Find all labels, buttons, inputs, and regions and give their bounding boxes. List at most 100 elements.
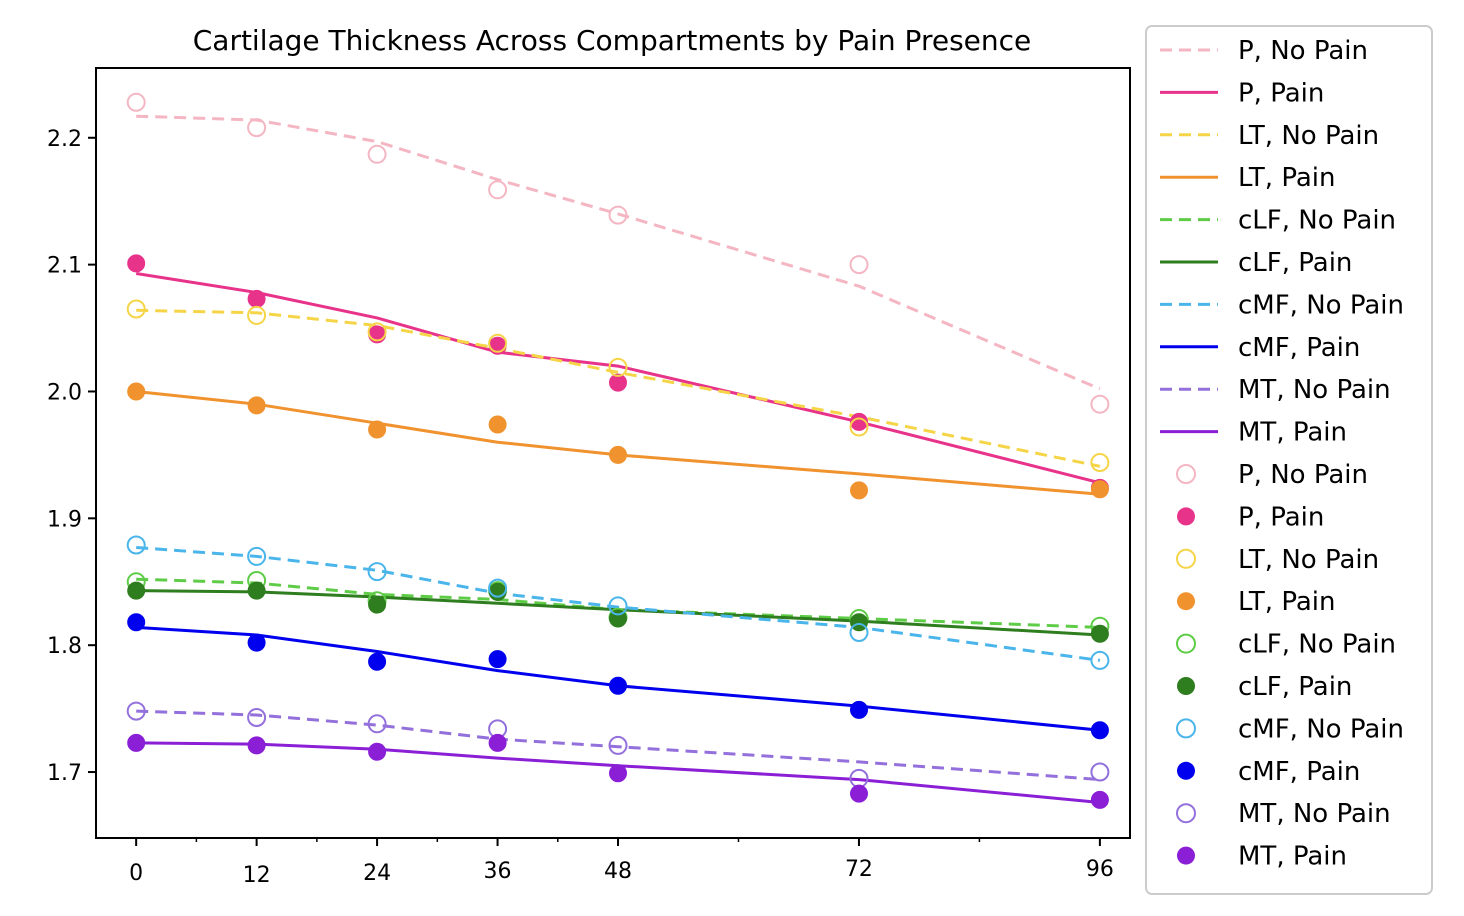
point-p-no-pain-x48 [608,205,628,225]
point-lt-pain-x24 [368,420,387,439]
point-cmf-pain-x96 [1090,721,1109,740]
point-mt-pain-x48 [609,764,627,783]
point-p-no-pain-x0 [126,92,146,112]
legend-marker-swatch-cmf-pain [1177,761,1195,780]
point-cmf-no-pain-x48 [608,596,628,616]
legend-marker-swatch-clf-pain [1177,677,1195,695]
point-cmf-no-pain-x24 [367,562,387,582]
legend-marker-swatch-cmf-no-pain [1176,718,1196,739]
point-p-no-pain-x36 [488,180,508,200]
legend-line-label-cmf-pain: cMF, Pain [1238,333,1360,363]
point-cmf-pain-x12 [247,633,266,652]
point-mt-no-pain-x24 [367,714,387,734]
point-clf-pain-x0 [127,581,146,600]
legend-marker-swatch-p-no-pain [1176,464,1196,484]
point-mt-no-pain-x96 [1090,762,1110,782]
point-cmf-no-pain-x72 [849,623,869,642]
legend-line-label-mt-pain: MT, Pain [1238,418,1347,448]
point-cmf-no-pain-x12 [247,546,267,566]
plot-frame [95,67,1131,839]
point-lt-pain-x96 [1090,480,1109,499]
legend-line-label-cmf-no-pain: cMF, No Pain [1238,290,1404,320]
chart-title: Cartilage Thickness Across Compartments … [193,24,1032,57]
legend: P, No Pain P, Pain LT, No Pain LT, Pain cLF,… [1145,25,1433,895]
x-tick-label-48: 48 [604,859,632,884]
point-cmf-pain-x48 [609,676,627,695]
point-cmf-pain-x24 [368,652,387,671]
point-p-no-pain-x96 [1090,394,1110,414]
point-p-pain-x48 [609,373,627,392]
point-mt-pain-x72 [850,784,868,803]
point-cmf-pain-x0 [127,613,146,632]
legend-frame [1145,25,1433,895]
point-lt-pain-x72 [850,481,868,500]
y-tick-label-2.2: 2.2 [47,127,82,152]
x-tick-label-12: 12 [243,863,271,888]
point-lt-no-pain-x96 [1090,453,1110,472]
legend-line-label-p-pain: P, Pain [1238,78,1324,108]
point-lt-no-pain-x12 [247,305,267,325]
point-cmf-pain-x72 [850,700,868,719]
point-lt-no-pain-x48 [608,357,628,377]
legend-marker-label-mt-pain: MT, Pain [1238,842,1347,872]
legend-line-label-p-no-pain: P, No Pain [1238,36,1368,66]
legend-marker-label-p-no-pain: P, No Pain [1238,460,1368,490]
point-mt-pain-x12 [247,736,266,755]
point-lt-pain-x12 [247,396,266,415]
legend-marker-swatch-lt-no-pain [1176,548,1196,569]
legend-marker-label-cmf-pain: cMF, Pain [1238,757,1360,787]
point-lt-no-pain-x72 [849,417,869,437]
point-mt-pain-x24 [368,742,387,761]
data-points [126,92,1110,809]
legend-marker-label-mt-no-pain: MT, No Pain [1238,799,1391,829]
point-mt-pain-x96 [1090,790,1109,809]
point-p-pain-x0 [127,254,146,273]
legend-line-label-mt-no-pain: MT, No Pain [1238,375,1391,405]
legend-marker-swatch-mt-pain [1177,846,1195,865]
legend-marker-label-lt-no-pain: LT, No Pain [1238,545,1379,575]
legend-marker-swatch-lt-pain [1177,592,1195,611]
point-cmf-pain-x36 [488,650,507,669]
axes: 1.7 1.8 1.9 2.0 2.1 2.2 0 12 24 36 48 72 96 [47,127,1114,888]
x-tick-label-96: 96 [1086,857,1114,882]
point-p-no-pain-x24 [367,144,387,164]
y-tick-label-1.8: 1.8 [47,634,82,659]
fit-line-lt-pain [136,390,1101,496]
point-mt-no-pain-x12 [247,708,267,727]
legend-marker-swatch-mt-no-pain [1176,803,1196,824]
legend-marker-swatch-clf-no-pain [1176,633,1196,654]
point-cmf-no-pain-x96 [1090,650,1110,670]
legend-marker-label-lt-pain: LT, Pain [1238,587,1335,617]
legend-line-label-lt-pain: LT, Pain [1238,163,1335,193]
point-lt-no-pain-x36 [488,333,508,353]
legend-line-label-clf-pain: cLF, Pain [1238,248,1352,278]
point-p-no-pain-x12 [247,118,267,138]
point-cmf-no-pain-x36 [488,578,508,598]
legend-marker-swatch-p-pain [1177,507,1195,526]
point-lt-no-pain-x24 [367,322,387,342]
point-mt-pain-x36 [488,733,507,752]
fit-line-p-no-pain [136,114,1101,391]
point-p-pain-x12 [247,289,266,308]
point-mt-no-pain-x72 [849,768,869,788]
y-tick-label-1.9: 1.9 [47,507,82,532]
point-p-no-pain-x72 [849,255,869,275]
point-mt-no-pain-x0 [126,701,146,721]
point-cmf-no-pain-x0 [126,535,146,555]
legend-marker-label-clf-no-pain: cLF, No Pain [1238,630,1396,660]
point-lt-pain-x0 [127,382,146,401]
point-lt-pain-x36 [488,415,507,434]
y-tick-label-2.1: 2.1 [47,254,82,279]
point-clf-pain-x12 [247,581,266,600]
legend-marker-label-clf-pain: cLF, Pain [1238,672,1352,702]
point-mt-pain-x0 [127,733,146,752]
y-tick-label-2.0: 2.0 [47,380,82,405]
x-tick-label-0: 0 [129,861,143,886]
y-tick-label-1.7: 1.7 [47,761,82,786]
point-clf-pain-x72 [850,613,868,632]
point-p-pain-x72 [850,412,868,431]
legend-line-label-lt-no-pain: LT, No Pain [1238,121,1379,151]
legend-marker-label-cmf-no-pain: cMF, No Pain [1238,714,1404,744]
x-tick-label-24: 24 [363,861,391,886]
